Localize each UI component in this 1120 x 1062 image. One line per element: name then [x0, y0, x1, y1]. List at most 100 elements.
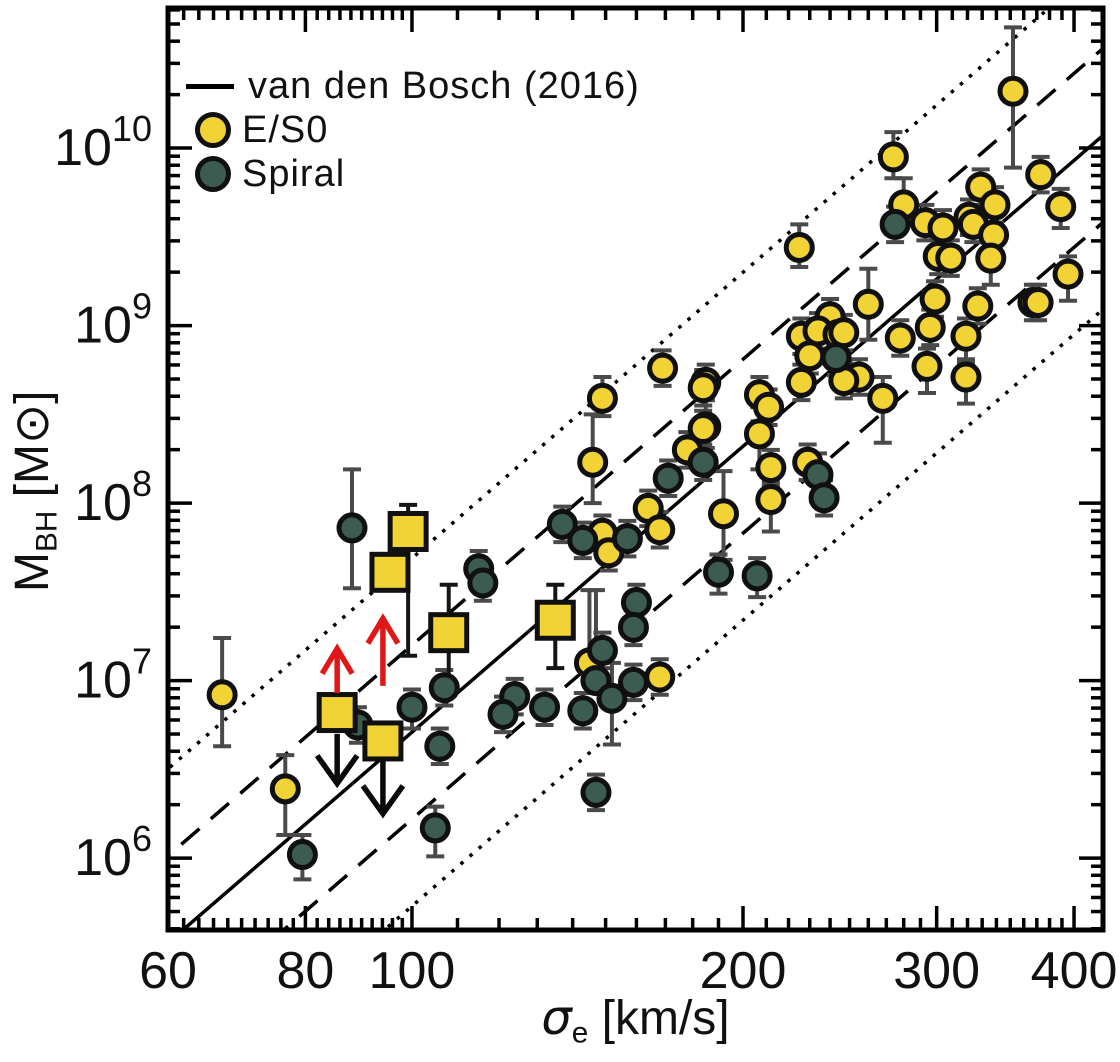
red-up-arrow-head-icon: [319, 643, 355, 676]
data-point-e-s0: [687, 372, 719, 404]
spiral-marker-icon: [195, 156, 231, 192]
data-point-e-s0: [687, 413, 719, 445]
data-point-e-s0: [828, 317, 860, 349]
red-up-arrow-head-icon: [365, 613, 401, 645]
data-point-e-s0: [919, 283, 951, 315]
x-tick-label: 300: [893, 942, 980, 1000]
data-point-spiral: [424, 730, 456, 762]
data-point-e-s0: [743, 418, 775, 450]
data-point-spiral: [286, 839, 318, 871]
sun-symbol-icon: ⊙: [4, 403, 60, 445]
legend-item-es0: E/S0: [186, 108, 640, 152]
x-tick-labels: 60 80 100 200 300 400: [139, 942, 1117, 1000]
data-point-spiral: [419, 812, 451, 844]
x-axis-title: σe [km/s]: [168, 990, 1103, 1050]
data-point-spiral: [617, 611, 649, 643]
y-tick-label: 1010: [54, 108, 152, 177]
down-arrow-head-icon: [360, 784, 406, 819]
upper-dashed-line: [168, 46, 1103, 859]
data-point-e-s0: [979, 189, 1011, 221]
data-point-e-s0: [753, 391, 785, 423]
data-point-e-s0: [927, 212, 959, 244]
data-point-e-s0: [269, 773, 301, 805]
data-point-spiral: [467, 567, 499, 599]
data-point-spiral: [580, 776, 612, 808]
data-point-spiral: [703, 556, 735, 588]
data-point-spiral: [428, 672, 460, 704]
legend-es0-label: E/S0: [242, 108, 329, 151]
data-point-spiral: [529, 691, 561, 723]
x-tick-label: 60: [139, 942, 197, 1000]
data-point-e-s0: [950, 361, 982, 393]
data-point-spiral: [617, 666, 649, 698]
data-point-spiral: [611, 523, 643, 555]
data-point-e-s0: [708, 498, 740, 530]
legend-item-spiral: Spiral: [186, 152, 640, 196]
es0-marker-icon: [195, 112, 231, 148]
sigma-symbol: σ: [541, 990, 572, 1046]
y-axis-title: MBH [M⊙]: [4, 390, 75, 592]
mass-symbol: M: [6, 552, 59, 592]
data-point-e-s0: [1052, 258, 1084, 290]
y-tick-labels: 106 107 108 109 1010: [54, 108, 152, 887]
axis-ticks: [166, 8, 1103, 931]
data-point-e-s0: [962, 290, 994, 322]
data-point-e-s0: [877, 141, 909, 173]
mass-subscript: BH: [30, 510, 64, 553]
data-point-spiral: [741, 560, 773, 592]
x-tick-label: 400: [1031, 942, 1118, 1000]
lower-limit-arrows: [319, 613, 401, 694]
fit-line-swatch-icon: [186, 83, 234, 89]
data-point-square: [369, 551, 411, 593]
data-point-e-s0: [1022, 286, 1054, 318]
data-point-spiral: [652, 462, 684, 494]
data-point-e-s0: [852, 288, 884, 320]
data-point-e-s0: [911, 350, 943, 382]
data-point-e-s0: [1045, 191, 1077, 223]
data-point-square: [316, 692, 358, 734]
legend-spiral-label: Spiral: [242, 152, 346, 195]
sigma-subscript: e: [571, 1016, 589, 1050]
series-e-s0-limit-squares: [316, 510, 576, 762]
data-point-e-s0: [1025, 159, 1057, 191]
data-point-e-s0: [914, 311, 946, 343]
down-arrow-head-icon: [314, 753, 360, 789]
data-point-spiral: [396, 691, 428, 723]
data-point-e-s0: [867, 382, 899, 414]
chart-legend: van den Bosch (2016) E/S0 Spiral: [186, 64, 640, 196]
x-tick-label: 80: [276, 942, 334, 1000]
data-point-spiral: [586, 634, 618, 666]
y-axis-unit-open: [M: [6, 444, 59, 511]
y-tick-label: 107: [74, 641, 152, 710]
data-point-spiral: [820, 342, 852, 374]
data-point-e-s0: [935, 242, 967, 274]
data-point-e-s0: [586, 382, 618, 414]
data-point-spiral: [620, 586, 652, 618]
x-tick-label: 200: [700, 942, 787, 1000]
data-point-spiral: [567, 524, 599, 556]
data-point-spiral: [567, 695, 599, 727]
series-e-s0: [206, 75, 1084, 805]
data-point-spiral: [687, 446, 719, 478]
data-point-e-s0: [975, 242, 1007, 274]
data-point-spiral: [879, 208, 911, 240]
data-point-e-s0: [647, 352, 679, 384]
data-point-square: [362, 720, 404, 762]
y-tick-label: 106: [74, 818, 152, 887]
legend-item-fit-line: van den Bosch (2016): [186, 64, 640, 108]
data-point-e-s0: [785, 366, 817, 398]
data-point-e-s0: [755, 484, 787, 516]
data-point-e-s0: [884, 322, 916, 354]
data-point-spiral: [487, 698, 519, 730]
x-axis-unit: [km/s]: [588, 992, 730, 1045]
data-point-spiral: [336, 512, 368, 544]
data-point-e-s0: [644, 661, 676, 693]
y-tick-label: 108: [74, 463, 152, 532]
x-tick-label: 100: [369, 942, 456, 1000]
data-point-e-s0: [206, 679, 238, 711]
data-point-spiral: [808, 482, 840, 514]
data-point-square: [534, 599, 576, 641]
data-point-spiral: [546, 508, 578, 540]
